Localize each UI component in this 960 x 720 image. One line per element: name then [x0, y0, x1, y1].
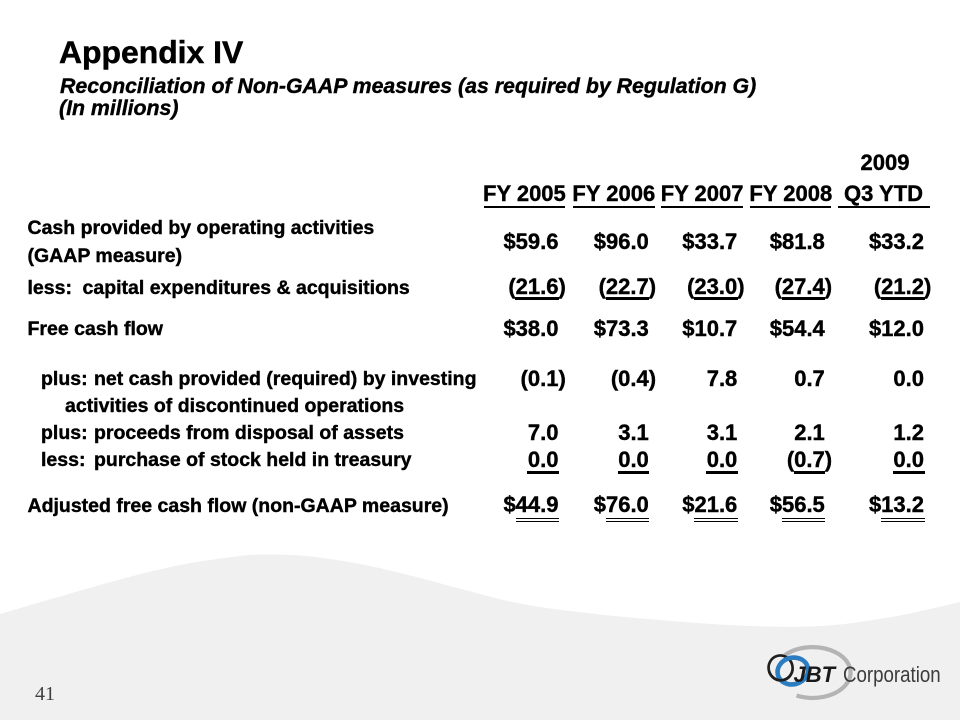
svg-text:JBT: JBT [794, 662, 837, 687]
svg-text:Corporation: Corporation [843, 664, 941, 688]
